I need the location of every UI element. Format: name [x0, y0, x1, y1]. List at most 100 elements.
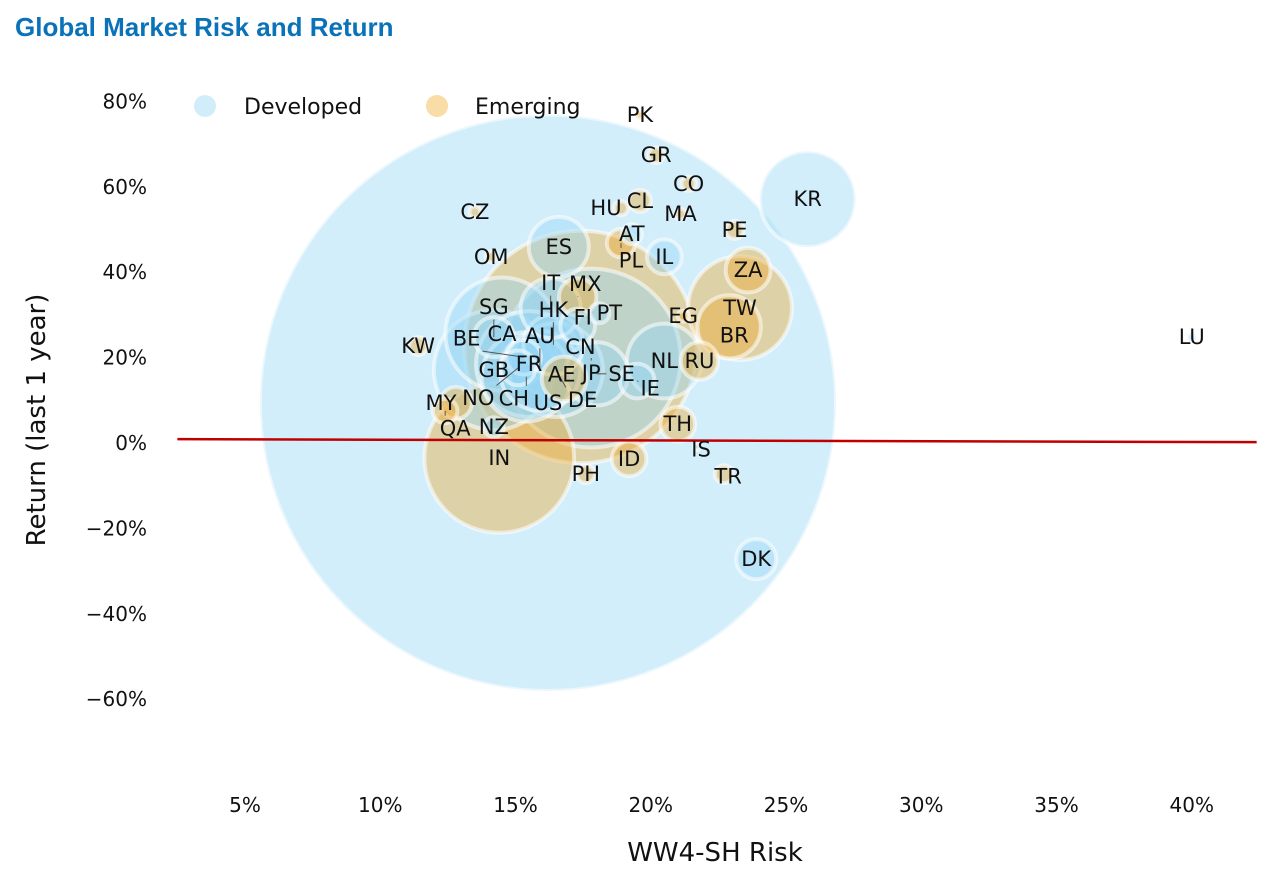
bubble-label-cn: CN [565, 335, 595, 359]
bubble-kr[interactable] [757, 149, 858, 250]
bubble-label-de: DE [568, 388, 597, 412]
bubble-fi[interactable] [558, 306, 598, 346]
bubble-label-se: SE [608, 362, 635, 386]
bubble-label-qa: QA [440, 416, 472, 440]
x-tick-label: 20% [629, 793, 673, 817]
bubble-cl[interactable] [626, 187, 653, 214]
bubble-label-nz: NZ [479, 415, 509, 439]
bubble-label-fi: FI [574, 305, 592, 329]
bubble-label-jp: JP [580, 361, 601, 385]
trend-line [177, 437, 1257, 444]
bubble-label-co: CO [673, 172, 704, 196]
bubble-label-br: BR [720, 324, 749, 348]
bubble-label-mx: MX [569, 272, 602, 296]
bubble-label-lu: LU [1179, 325, 1205, 349]
bubble-label-sg: SG [479, 295, 509, 319]
bubbles-layer [257, 108, 1199, 693]
bubble-ae[interactable] [539, 354, 589, 404]
bubble-label-gb: GB [479, 358, 510, 382]
bubble-za[interactable] [723, 245, 773, 295]
bubble-hu[interactable] [611, 199, 631, 218]
y-tick-label: 80% [103, 89, 147, 113]
bubble-br[interactable] [695, 293, 763, 361]
bubble-ru[interactable] [678, 340, 721, 382]
bubble-ph[interactable] [574, 463, 597, 486]
x-tick-label: 15% [493, 793, 537, 817]
bubble-label-za: ZA [734, 258, 763, 282]
y-tick-label: −20% [86, 516, 147, 540]
bubble-label-pl: PL [619, 248, 644, 272]
bubble-tr[interactable] [712, 463, 735, 486]
bubble-label-pe: PE [722, 218, 748, 242]
bubble-label-ie: IE [640, 377, 659, 401]
legend-marker-developed [194, 95, 216, 117]
x-tick-label: 5% [229, 793, 261, 817]
bubble-label-om: OM [474, 245, 509, 269]
bubble-label-ae: AE [548, 363, 576, 387]
y-tick-label: −60% [86, 687, 147, 711]
bubble-label-tw: TW [722, 296, 757, 320]
bubble-label-ca: CA [487, 322, 517, 346]
bubble-dk[interactable] [734, 537, 779, 582]
bubble-co[interactable] [679, 174, 698, 193]
y-tick-label: 60% [103, 175, 147, 199]
bubble-gr[interactable] [646, 145, 666, 165]
bubble-om[interactable] [483, 249, 499, 265]
bubble-label-us: US [534, 391, 563, 415]
bubble-label-be: BE [453, 327, 481, 351]
bubble-label-hk: HK [539, 298, 570, 322]
y-tick-label: −40% [86, 602, 147, 626]
bubble-label-ru: RU [684, 349, 714, 373]
bubble-label-cl: CL [627, 189, 654, 213]
bubble-pk[interactable] [633, 108, 647, 122]
bubble-label-th: TH [662, 412, 692, 436]
bubble-label-cz: CZ [460, 200, 489, 224]
legend: Developed Emerging [194, 95, 581, 120]
bubble-label-nl: NL [651, 349, 679, 373]
legend-label-emerging: Emerging [475, 95, 581, 120]
x-tick-label: 40% [1170, 793, 1214, 817]
y-tick-label: 40% [103, 260, 147, 284]
x-tick-label: 10% [358, 793, 402, 817]
bubble-label-is: IS [691, 437, 711, 461]
bubble-ma[interactable] [673, 206, 688, 222]
bubble-label-pk: PK [627, 103, 655, 127]
bubble-label-in: IN [488, 446, 510, 470]
bubble-pt[interactable] [587, 301, 612, 326]
bubble-lu[interactable] [1185, 330, 1199, 344]
bubble-nz[interactable] [481, 415, 506, 440]
leader-lines-layer [444, 243, 639, 416]
bubble-label-at: AT [619, 222, 645, 246]
bubble-kw[interactable] [407, 335, 430, 358]
x-axis-label: WW4-SH Risk [627, 838, 803, 868]
bubble-label-eg: EG [668, 304, 698, 328]
bubble-label-kw: KW [401, 334, 435, 358]
bubble-eg[interactable] [675, 308, 691, 324]
x-tick-label: 35% [1034, 793, 1078, 817]
y-tick-label: 20% [103, 346, 147, 370]
bubble-label-fr: FR [516, 352, 543, 376]
bubble-label-kr: KR [793, 187, 821, 211]
bubble-is[interactable] [691, 441, 702, 453]
y-axis-label: Return (last 1 year) [22, 294, 52, 547]
bubble-label-tr: TR [713, 465, 741, 489]
bubble-il[interactable] [644, 237, 684, 277]
bubble-label-hu: HU [590, 196, 621, 220]
x-axis-ticks: 5% 10% 15% 20% 25% 30% 35% 40% [229, 793, 1214, 817]
y-tick-label: 0% [115, 431, 147, 455]
bubble-label-ch: CH [499, 386, 529, 410]
bubble-at[interactable] [619, 222, 644, 247]
chart-title: Global Market Risk and Return [15, 12, 394, 42]
bubble-es[interactable] [526, 215, 591, 280]
bubble-cz[interactable] [467, 204, 483, 220]
bubble-label-no: NO [462, 386, 494, 410]
bubble-label-my: MY [426, 391, 457, 415]
bubble-label-au: AU [525, 324, 555, 348]
label-leader-line [482, 350, 524, 358]
bubble-pe[interactable] [723, 218, 746, 241]
bubble-label-dk: DK [741, 547, 772, 571]
legend-marker-emerging [426, 95, 448, 117]
bubble-label-id: ID [618, 447, 640, 471]
